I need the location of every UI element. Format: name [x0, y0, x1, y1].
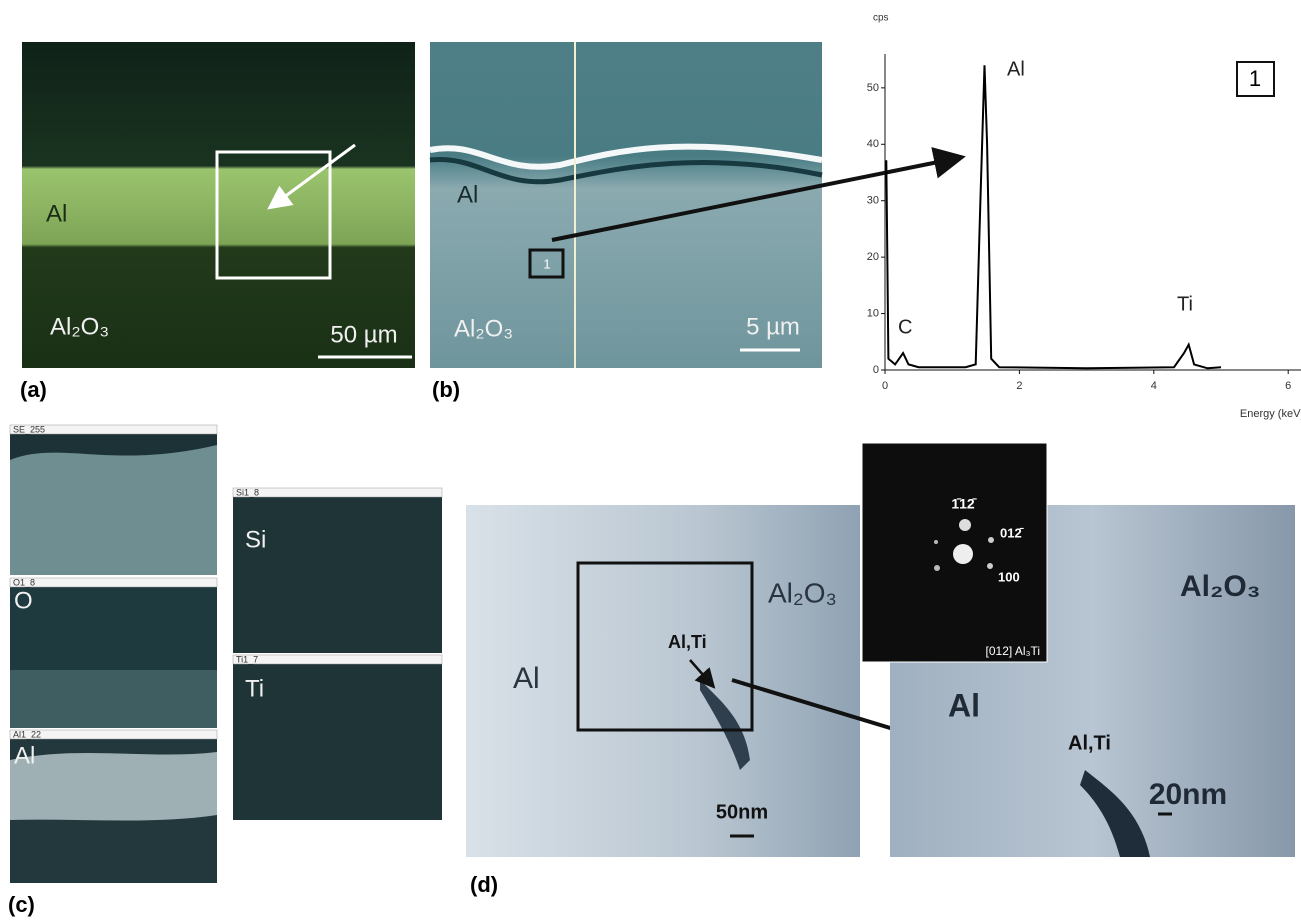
panel-label: (c)	[8, 892, 35, 917]
layer-label: Al	[457, 181, 478, 208]
x-tick-label: 0	[882, 380, 888, 392]
scale-label: 20nm	[1149, 778, 1227, 811]
x-tick-label: 2	[1016, 380, 1022, 392]
map-ti	[233, 655, 442, 820]
box-label: 1	[1249, 66, 1261, 91]
layer-label: Al₂O₃	[454, 315, 513, 342]
layer-label: Al₂O₃	[1180, 570, 1261, 603]
y-axis-label: cps	[873, 13, 889, 24]
peak-label: Ti	[1177, 293, 1193, 315]
map-header-text: O1_8	[13, 577, 35, 587]
peak-label: C	[898, 316, 912, 338]
spectrum: cps Energy (keV) 1 Al C Ti 0 10 20 30 40 50 0 2…	[867, 13, 1301, 420]
y-tick-label: 40	[867, 138, 879, 150]
layer-label: Al₂O₃	[768, 577, 837, 608]
scale-label: 50nm	[716, 801, 768, 823]
map-header	[10, 578, 217, 587]
panel-d: Al Al₂O₃ Al,Ti 50nm Al Al₂O₃ Al,Ti 20nm …	[466, 443, 1295, 897]
spot	[987, 563, 993, 569]
y-tick-label: 10	[867, 307, 879, 319]
panel-label: (a)	[20, 377, 47, 402]
scale-label: 50 µm	[330, 321, 397, 348]
peak-label: Al	[1007, 58, 1025, 80]
spot-label: 012̄	[1000, 525, 1024, 540]
y-tick-label: 50	[867, 82, 879, 94]
x-axis-label: Energy (keV)	[1240, 408, 1301, 420]
spectrum-line	[885, 65, 1221, 368]
spot	[988, 537, 994, 543]
spot-label: 100	[998, 569, 1020, 584]
map-o-dense	[10, 670, 217, 728]
layer-label: Al	[46, 200, 67, 227]
point-label: 1	[543, 256, 550, 271]
layer-label: Al	[948, 687, 980, 723]
spot	[934, 565, 940, 571]
map-element: Ti	[245, 675, 264, 702]
map-element: O	[14, 587, 33, 614]
y-tick-label: 30	[867, 195, 879, 207]
phase-label: Al,Ti	[1068, 732, 1111, 754]
map-header-text: SE_255	[13, 424, 45, 434]
y-tick-label: 20	[867, 251, 879, 263]
map-element: Al	[14, 742, 35, 769]
x-tick-label: 6	[1285, 380, 1291, 392]
map-element: Si	[245, 526, 266, 553]
map-header-text: Al1_22	[13, 729, 41, 739]
zone-label: [012] Al₃Ti	[986, 644, 1040, 658]
spot-label: 1̄12̄	[951, 496, 977, 512]
y-tick-label: 0	[873, 364, 879, 376]
map-header-text: Si1_8	[236, 487, 259, 497]
phase-label: Al,Ti	[668, 632, 707, 652]
map-header	[10, 730, 217, 739]
panel-label: (b)	[432, 377, 460, 402]
map-header	[233, 488, 442, 497]
map-si	[233, 488, 442, 653]
map-header-text: Ti1_7	[236, 654, 258, 664]
map-header	[233, 655, 442, 664]
panel-c: SE_255 O1_8 Al1_22 Si1_8 Ti1_7 O Al Si Ti (c…	[8, 424, 442, 916]
panel-label: (d)	[470, 872, 498, 897]
al-layer	[10, 752, 217, 821]
scale-label: 5 µm	[746, 313, 800, 340]
layer-label: Al₂O₃	[50, 313, 109, 340]
x-tick-label: 4	[1151, 380, 1157, 392]
spot	[953, 544, 973, 564]
figure: Al Al₂O₃ 50 µm (a) 1 Al Al₂O₃ 5 µm (b) c…	[0, 0, 1301, 923]
layer-label: Al	[513, 662, 540, 695]
spot	[959, 519, 971, 531]
spot	[934, 540, 938, 544]
